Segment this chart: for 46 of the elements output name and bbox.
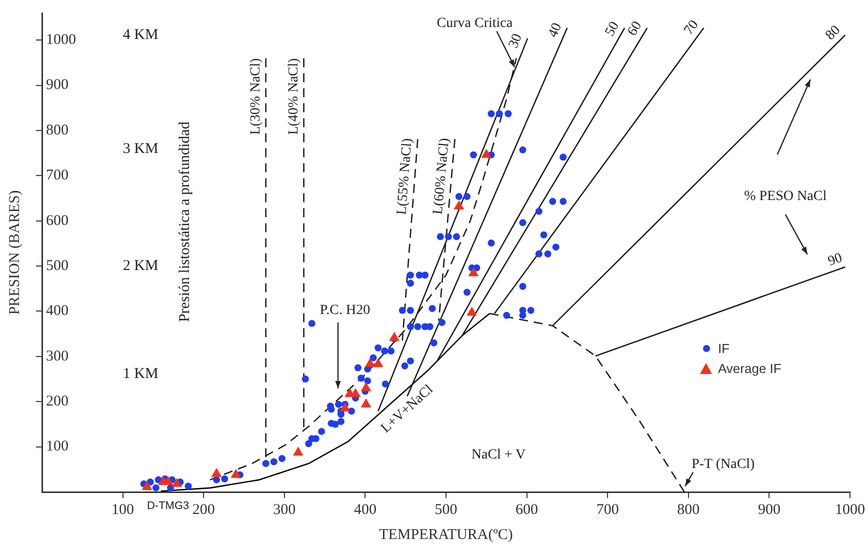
text: L(55% NaCl)	[394, 137, 416, 216]
y-tick-label: 300	[46, 348, 68, 364]
x-tick-label: 800	[677, 502, 700, 518]
text: L(60% NaCl)	[430, 137, 453, 216]
x-tick-label: 100	[112, 502, 134, 518]
y-tick-label: 1000	[46, 32, 76, 48]
annotation: % PESO NaCl	[744, 189, 827, 204]
y-tick-label: 600	[46, 212, 68, 229]
annotation: Presión listostática a profundidad	[176, 121, 193, 322]
legend-label: Average IF	[718, 361, 782, 376]
text: L(30% NaCl)	[248, 58, 264, 135]
annotation: P.C. H20	[320, 303, 370, 318]
x-tick-label: 900	[758, 502, 780, 518]
x-axis-title: TEMPERATURA(ºC)	[379, 526, 513, 543]
x-tick-label: 500	[434, 502, 458, 518]
y-tick-label: 100	[46, 438, 68, 455]
y-axis-title: PRESION (BARES)	[6, 190, 23, 315]
legend-label: 90	[826, 250, 844, 270]
annotation: 2 KM	[122, 258, 158, 274]
y-tick-label: 800	[46, 122, 68, 138]
text: L(40% NaCl)	[286, 58, 302, 135]
x-tick-label: 600	[516, 502, 538, 518]
annotation: Curva Critica	[436, 16, 514, 31]
annotation: 1 KM	[122, 366, 158, 382]
text: 80	[823, 22, 844, 44]
y-tick-label: 400	[46, 303, 68, 320]
x-tick-label: 1000	[835, 502, 865, 518]
annotation: 4 KM	[122, 26, 158, 43]
annotation: NaCl + V	[471, 447, 526, 462]
text: 70	[682, 18, 702, 38]
text: 50	[602, 19, 623, 39]
annotation: 3 KM	[122, 140, 158, 157]
x-tick-label: 700	[596, 502, 619, 518]
x-tick-label: 200	[192, 502, 215, 518]
y-tick-label: 500	[46, 258, 68, 274]
text: 60	[625, 18, 646, 39]
y-tick-label: 700	[46, 168, 68, 184]
y-tick-label: 900	[46, 77, 68, 94]
text: 30	[506, 32, 526, 50]
x-tick-label: 300	[273, 502, 296, 518]
text: D-TMG3	[146, 500, 190, 512]
x-tick-label: 400	[354, 502, 376, 518]
text: 40	[546, 21, 566, 40]
legend-label: IF	[718, 341, 730, 356]
y-tick-label: 200	[46, 394, 68, 410]
annotation: P-T (NaCl)	[692, 456, 756, 472]
